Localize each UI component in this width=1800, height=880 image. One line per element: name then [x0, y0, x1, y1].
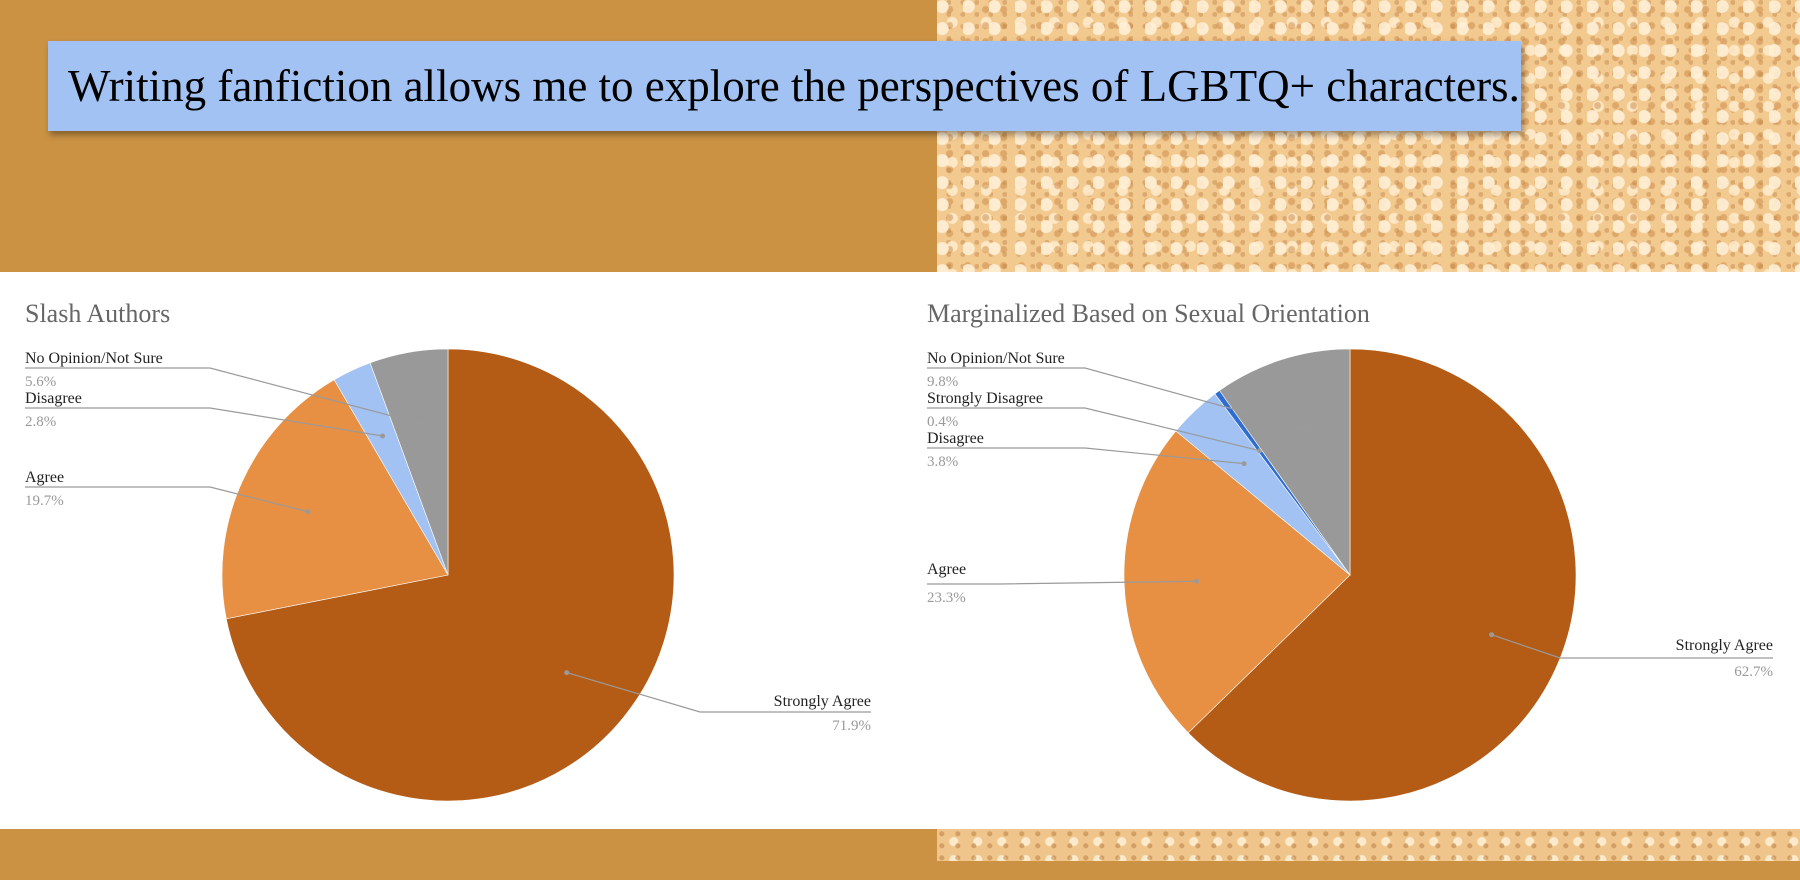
chart-2-slice-strongly-agree — [1187, 348, 1577, 802]
chart-2-title: Marginalized Based on Sexual Orientation — [927, 299, 1370, 328]
chart-2-value-strongly-disagree: 0.4% — [927, 414, 958, 430]
chart-2-anchor-disagree — [1241, 461, 1247, 467]
chart-1-anchor-disagree — [380, 433, 386, 439]
slide-title: Writing fanfiction allows me to explore … — [68, 61, 1520, 111]
chart-1-leader-no-opinion-not-sure — [25, 367, 422, 425]
slide-title-box: Writing fanfiction allows me to explore … — [48, 41, 1521, 131]
chart-2-leader-disagree — [927, 447, 1245, 465]
chart-1-leader-agree — [25, 486, 309, 513]
chart-1-leader-disagree — [25, 407, 383, 437]
chart-1-value-agree: 19.7% — [25, 493, 64, 509]
chart-1-label-agree: Agree — [25, 469, 64, 486]
chart-2-value-disagree: 3.8% — [927, 454, 958, 470]
chart-2-leader-strongly-agree — [1491, 634, 1773, 659]
pie-charts: Slash Authors Strongly Agree 71.9% Agree 19.… — [25, 299, 1773, 802]
chart-2-value-strongly-agree: 62.7% — [1734, 664, 1773, 680]
background-texture-bottom — [937, 829, 1800, 861]
chart-2-label-disagree: Disagree — [927, 430, 984, 447]
chart-2-leader-no-opinion-not-sure — [927, 367, 1304, 430]
chart-2-leader-strongly-disagree — [927, 407, 1260, 452]
chart-1-slice-strongly-agree — [225, 348, 675, 802]
chart-2-label-strongly-agree: Strongly Agree — [1676, 637, 1773, 654]
chart-1-anchor-strongly-agree — [564, 670, 570, 676]
chart-1-value-no-opinion-not-sure: 5.6% — [25, 374, 56, 390]
chart-1-slice-agree — [221, 379, 449, 620]
chart-1-label-no-opinion-not-sure: No Opinion/Not Sure — [25, 350, 163, 367]
chart-1-anchor-no-opinion-not-sure — [418, 421, 424, 427]
chart-2-value-agree: 23.3% — [927, 590, 966, 606]
chart-1-value-strongly-agree: 71.9% — [832, 718, 871, 734]
chart-1-anchor-agree — [305, 509, 311, 515]
chart-2-slice-no-opinion-not-sure — [1219, 348, 1351, 576]
chart-1-label-disagree: Disagree — [25, 390, 82, 407]
chart-1-leader-strongly-agree — [566, 672, 871, 713]
chart-2-slice-agree — [1123, 430, 1351, 734]
chart-2-label-agree: Agree — [927, 561, 966, 578]
chart-1-value-disagree: 2.8% — [25, 414, 56, 430]
chart-2-label-no-opinion-not-sure: No Opinion/Not Sure — [927, 350, 1065, 367]
chart-1-label-strongly-agree: Strongly Agree — [774, 693, 871, 710]
chart-2-anchor-strongly-agree — [1489, 632, 1495, 638]
chart-2-anchor-no-opinion-not-sure — [1300, 426, 1306, 432]
chart-2-value-no-opinion-not-sure: 9.8% — [927, 374, 958, 390]
chart-1-slice-no-opinion-not-sure — [369, 348, 449, 576]
chart-panel: Slash Authors Strongly Agree 71.9% Agree 19.… — [0, 272, 1800, 829]
chart-2-anchor-agree — [1193, 578, 1199, 584]
chart-2-label-strongly-disagree: Strongly Disagree — [927, 390, 1043, 407]
chart-2-leader-agree — [927, 580, 1197, 585]
chart-1-title: Slash Authors — [25, 299, 170, 328]
